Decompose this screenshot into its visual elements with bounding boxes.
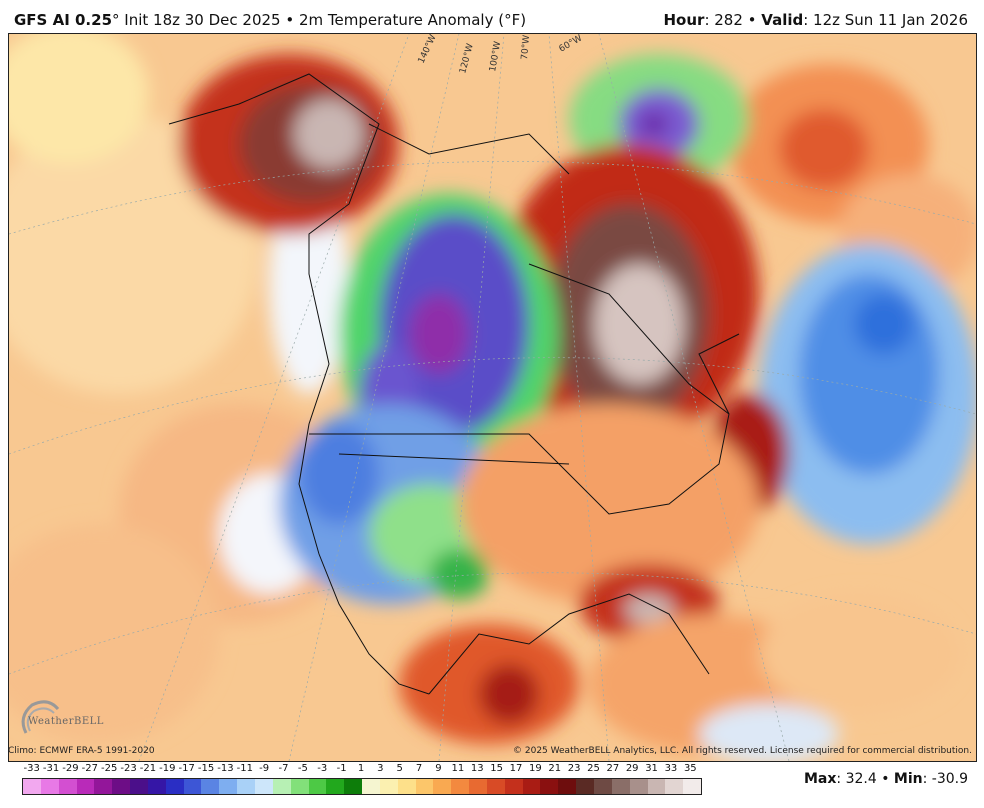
scale-tick-label: 15 <box>490 763 503 774</box>
scale-swatch <box>58 779 77 794</box>
scale-swatch <box>40 779 59 794</box>
scale-swatch <box>451 779 470 794</box>
scale-swatch <box>165 779 184 794</box>
scale-tick-label: -23 <box>120 763 137 774</box>
scale-tick-label: -33 <box>23 763 40 774</box>
scale-tick-label: 5 <box>396 763 403 774</box>
scale-tick-label: 3 <box>377 763 384 774</box>
scale-swatch <box>272 779 291 794</box>
scale-swatch <box>112 779 131 794</box>
scale-swatch <box>629 779 648 794</box>
valid-value: : 12z Sun 11 Jan 2026 <box>803 11 968 29</box>
borders <box>168 73 740 695</box>
scale-swatch <box>397 779 416 794</box>
valid-label: Valid <box>761 11 804 29</box>
header-bar: GFS AI 0.25° Init 18z 30 Dec 2025 • 2m T… <box>0 0 984 34</box>
scale-swatch <box>23 779 41 794</box>
weatherbell-logo <box>21 700 60 734</box>
scale-swatch <box>76 779 95 794</box>
model-name: GFS AI 0.25 <box>14 11 113 29</box>
scale-swatch <box>611 779 630 794</box>
scale-swatch <box>647 779 666 794</box>
map-svg: 140°W 120°W 100°W 70°W 60°W <box>9 34 976 761</box>
scale-swatch <box>558 779 577 794</box>
scale-swatch <box>237 779 255 794</box>
scale-tick-label: -9 <box>259 763 270 774</box>
climo-credit: Climo: ECMWF ERA-5 1991-2020 <box>8 746 155 756</box>
scale-swatch <box>504 779 523 794</box>
min-label: Min <box>893 771 923 787</box>
scale-tick-label: -15 <box>197 763 215 774</box>
scale-tick-label: 27 <box>606 763 620 774</box>
scale-tick-label: -19 <box>159 763 176 774</box>
hour-label: Hour <box>663 11 705 29</box>
scale-swatch <box>665 779 684 794</box>
map-title: GFS AI 0.25° Init 18z 30 Dec 2025 • 2m T… <box>14 11 526 29</box>
scale-swatch <box>219 779 238 794</box>
max-value: : 32.4 • <box>836 771 894 787</box>
scale-swatch <box>308 779 327 794</box>
scale-tick-label: 33 <box>664 763 678 774</box>
scale-swatch <box>326 779 345 794</box>
scale-swatch <box>469 779 487 794</box>
scale-swatch <box>344 779 363 794</box>
scale-tick-label: -1 <box>336 763 347 774</box>
scale-swatch <box>130 779 148 794</box>
scale-tick-label: -29 <box>62 763 79 774</box>
scale-tick-label: 31 <box>645 763 658 774</box>
scale-swatch <box>576 779 594 794</box>
max-min-readout: Max: 32.4 • Min: -30.9 <box>804 771 968 787</box>
scale-tick-label: -13 <box>217 763 234 774</box>
scale-swatch <box>522 779 541 794</box>
degree-symbol: ° <box>112 11 120 29</box>
scale-swatch <box>379 779 398 794</box>
scale-swatch <box>254 779 273 794</box>
scale-swatch <box>594 779 612 794</box>
graticule <box>9 34 976 761</box>
scale-tick-label: 21 <box>548 763 562 774</box>
scale-tick-label: 25 <box>587 763 600 774</box>
scale-tick-label: -31 <box>42 763 60 774</box>
lon-label: 70°W <box>520 35 532 61</box>
logo-text: WeatherBELL <box>28 716 104 727</box>
copyright-notice: © 2025 WeatherBELL Analytics, LLC. All r… <box>513 746 972 756</box>
anomaly-map[interactable]: 140°W 120°W 100°W 70°W 60°W <box>8 33 977 762</box>
scale-tick-label: -3 <box>317 763 328 774</box>
scale-tick-label: -5 <box>297 763 308 774</box>
hour-value: : 282 • <box>704 11 762 29</box>
scale-tick-label: -21 <box>139 763 157 774</box>
scale-tick-label: 13 <box>470 763 484 774</box>
valid-time: Hour: 282 • Valid: 12z Sun 11 Jan 2026 <box>664 11 969 29</box>
scale-swatch <box>147 779 166 794</box>
scale-tick-label: -17 <box>178 763 195 774</box>
scale-swatch <box>201 779 220 794</box>
scale-swatch <box>433 779 452 794</box>
scale-swatch <box>415 779 434 794</box>
scale-tick-label: 7 <box>415 763 423 774</box>
scale-tick-label: 35 <box>683 763 697 774</box>
scale-swatch <box>486 779 505 794</box>
min-value: : -30.9 <box>922 771 968 787</box>
scale-swatch <box>683 779 702 794</box>
scale-swatch <box>290 779 309 794</box>
scale-tick-label: 19 <box>528 763 542 774</box>
scale-tick-label: -25 <box>100 763 118 774</box>
scale-swatch <box>362 779 380 794</box>
scale-tick-label: 17 <box>509 763 523 774</box>
scale-tick-label: 23 <box>567 763 581 774</box>
max-label: Max <box>803 771 837 787</box>
color-scale-bar <box>22 778 702 795</box>
scale-tick-label: -7 <box>278 763 289 774</box>
scale-tick-label: 11 <box>451 763 465 774</box>
scale-swatch <box>540 779 559 794</box>
scale-tick-label: -11 <box>236 763 253 774</box>
scale-tick-label: 9 <box>435 763 442 774</box>
scale-tick-label: 29 <box>625 763 639 774</box>
scale-swatch <box>183 779 202 794</box>
legend-ticks: -33 -31 -29 -27 -25 -23 -21 -19 -17 -15 -13 -11 -9 -7… <box>14 763 714 777</box>
scale-tick-label: -27 <box>81 763 98 774</box>
scale-swatch <box>94 779 113 794</box>
scale-tick-label: 1 <box>357 763 365 774</box>
init-text: Init 18z 30 Dec 2025 • 2m Temperature An… <box>119 11 527 29</box>
